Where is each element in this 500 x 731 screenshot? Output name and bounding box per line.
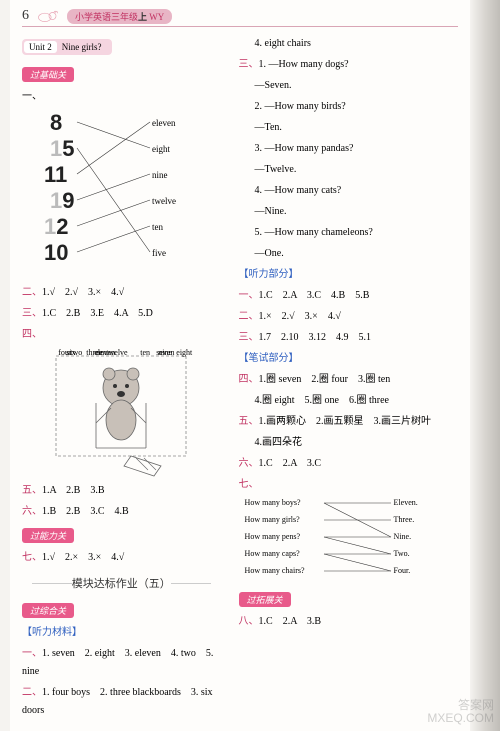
wp5b: 4.画四朵花 xyxy=(255,434,458,452)
number-match: 8 15 11 19 12 10 eleven eight nine twelv… xyxy=(22,110,221,280)
wp4: 四、1.圈 seven 2.圈 four 3.圈 ten xyxy=(239,371,458,389)
q6: 六、1.B 2.B 3.C 4.B xyxy=(22,503,221,521)
right-column: 4. eight chairs 三、1. —How many dogs? —Se… xyxy=(239,33,458,723)
match-lines xyxy=(22,110,222,270)
wp7-label: 七、 xyxy=(239,476,458,494)
q7-match: How many boys? How many girls? How many … xyxy=(239,498,458,588)
r3-1: 三、1. —How many dogs? xyxy=(239,56,458,74)
r3-5: 5. —How many chameleons? xyxy=(255,224,458,242)
section-basic: 过基础关 xyxy=(22,67,74,82)
listening-part-label: 【听力部分】 xyxy=(239,266,458,284)
r3-4a: —Nine. xyxy=(255,203,458,221)
q5: 五、1.A 2.B 3.B xyxy=(22,482,221,500)
bunny-icon xyxy=(35,9,63,23)
section-extension: 过拓展关 xyxy=(239,592,291,607)
bear-svg xyxy=(36,348,206,478)
unit-title: Nine girls? xyxy=(62,42,102,52)
listen-1: 一、1. seven 2. eight 3. eleven 4. two 5. … xyxy=(22,645,221,681)
wp4b: 4.圈 eight 5.圈 one 6.圈 three xyxy=(255,392,458,410)
q3: 三、1.C 2.B 3.E 4.A 5.D xyxy=(22,305,221,323)
q2: 二、二、1.√ 2.√ 3.× 4.√1.√ 2.√ 3.× 4.√ xyxy=(22,284,221,302)
r3-2a: —Ten. xyxy=(255,119,458,137)
lp2: 二、1.× 2.√ 3.× 4.√ xyxy=(239,308,458,326)
r3-3a: —Twelve. xyxy=(255,161,458,179)
r3-4: 4. —How many cats? xyxy=(255,182,458,200)
listening-material-label: 【听力材料】 xyxy=(22,624,221,642)
r3-1a: —Seven. xyxy=(255,77,458,95)
lp1: 一、1.C 2.A 3.C 4.B 5.B xyxy=(239,287,458,305)
written-part-label: 【笔试部分】 xyxy=(239,350,458,368)
wp6: 六、1.C 2.A 3.C xyxy=(239,455,458,473)
wp5: 五、1.画两颗心 2.画五颗星 3.画三片树叶 xyxy=(239,413,458,431)
q7: 七、1.√ 2.× 3.× 4.√ xyxy=(22,549,221,567)
header-title: 小学英语三年级上 WY xyxy=(67,9,172,24)
unit-tab: Unit 2 Nine girls? xyxy=(22,39,112,55)
page-edge-shadow xyxy=(470,0,500,731)
bear-diagram: six twelve seven two one eleven eight fo… xyxy=(36,348,206,478)
watermark: 答案网 MXEQ.COM xyxy=(427,699,494,725)
module-title: 模块达标作业（五） xyxy=(22,575,221,591)
page-header: 6 小学英语三年级上 WY xyxy=(22,8,458,27)
unit-tag: Unit 2 xyxy=(24,41,57,53)
r0: 4. eight chairs xyxy=(255,35,458,53)
q7-lines xyxy=(239,498,449,583)
page-number: 6 xyxy=(22,8,29,24)
q1-label: 一、 xyxy=(22,88,221,106)
section-comprehensive: 过综合关 xyxy=(22,603,74,618)
section-ability: 过能力关 xyxy=(22,528,74,543)
listen-2: 二、1. four boys 2. three blackboards 3. s… xyxy=(22,684,221,720)
r3-3: 3. —How many pandas? xyxy=(255,140,458,158)
r3-5a: —One. xyxy=(255,245,458,263)
r3-2: 2. —How many birds? xyxy=(255,98,458,116)
wp8: 八、1.C 2.A 3.B xyxy=(239,613,458,631)
q4-label: 四、 xyxy=(22,326,221,344)
left-column: Unit 2 Nine girls? 过基础关 一、 8 15 11 19 12… xyxy=(22,33,221,723)
lp3: 三、1.7 2.10 3.12 4.9 5.1 xyxy=(239,329,458,347)
